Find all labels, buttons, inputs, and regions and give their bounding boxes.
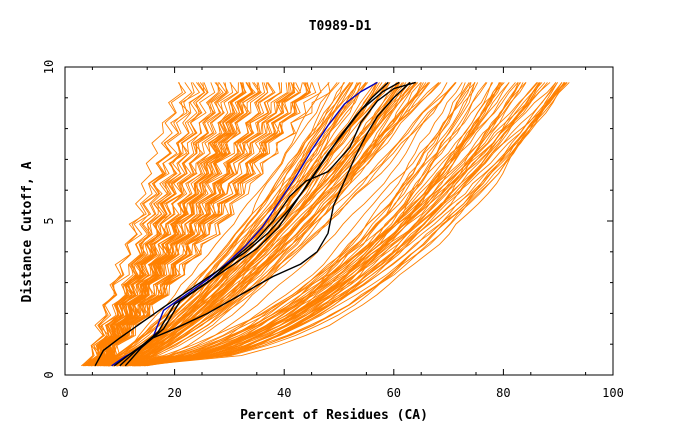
background-model-line — [119, 82, 403, 367]
background-model-line — [83, 82, 300, 367]
background-model-line — [97, 82, 352, 367]
background-model-line — [106, 82, 442, 367]
background-model-line — [86, 82, 183, 367]
background-model-line — [99, 82, 391, 367]
background-model-line — [92, 82, 322, 367]
background-model-line — [84, 82, 201, 367]
background-model-line — [93, 82, 398, 367]
highlighted-black-model-line — [124, 81, 416, 367]
background-model-line — [93, 82, 302, 367]
chart-title: T0989-D1 — [309, 19, 372, 34]
background-model-line — [146, 82, 463, 367]
highlighted-black-model-line — [119, 81, 400, 367]
background-model-line — [126, 82, 541, 367]
background-model-line — [112, 82, 568, 367]
x-tick-label: 100 — [602, 386, 624, 400]
background-model-line — [117, 82, 502, 367]
background-model-line — [81, 82, 195, 367]
x-tick-label: 40 — [277, 386, 291, 400]
background-model-line — [90, 82, 244, 367]
background-model-line — [137, 82, 566, 367]
background-model-line — [125, 82, 457, 367]
background-model-line — [104, 82, 399, 367]
background-model-line — [84, 82, 228, 367]
background-model-line — [123, 82, 568, 367]
background-model-line — [106, 82, 330, 367]
background-model-line — [109, 82, 456, 367]
x-axis: 0 20 40 60 80 100 — [61, 67, 624, 400]
background-model-line — [144, 82, 476, 367]
background-model-line — [94, 82, 387, 367]
y-tick-label: 5 — [42, 217, 56, 224]
y-axis-label: Distance Cutoff, A — [20, 161, 35, 302]
background-model-line — [119, 82, 546, 367]
background-model-line — [124, 82, 543, 367]
background-model-lines — [81, 82, 570, 367]
background-model-line — [136, 82, 566, 367]
background-model-line — [131, 82, 565, 367]
background-model-line — [81, 82, 205, 367]
background-model-line — [138, 82, 548, 367]
highlighted-model-lines — [94, 81, 416, 367]
y-tick-label: 0 — [42, 371, 56, 378]
background-model-line — [111, 82, 431, 367]
background-model-line — [120, 82, 353, 367]
x-tick-label: 0 — [61, 386, 68, 400]
background-model-line — [139, 82, 479, 367]
x-axis-label: Percent of Residues (CA) — [240, 408, 428, 423]
y-tick-label: 10 — [42, 60, 56, 74]
background-model-line — [123, 82, 419, 367]
background-model-line — [114, 82, 410, 367]
x-tick-label: 60 — [387, 386, 401, 400]
x-tick-label: 80 — [496, 386, 510, 400]
background-model-line — [85, 82, 208, 367]
y-axis: 0 5 10 — [42, 60, 613, 379]
background-model-line — [126, 82, 415, 367]
background-model-line — [101, 82, 367, 367]
background-model-line — [94, 82, 376, 367]
background-model-line — [125, 82, 563, 367]
background-model-line — [113, 82, 557, 367]
background-model-line — [120, 82, 448, 367]
background-model-line — [83, 82, 252, 367]
background-model-line — [122, 82, 430, 367]
background-model-line — [109, 82, 551, 367]
highlighted-black-model-line — [113, 81, 411, 367]
x-tick-label: 20 — [167, 386, 181, 400]
background-model-line — [89, 82, 247, 367]
background-model-line — [91, 82, 310, 367]
background-model-line — [113, 82, 557, 367]
